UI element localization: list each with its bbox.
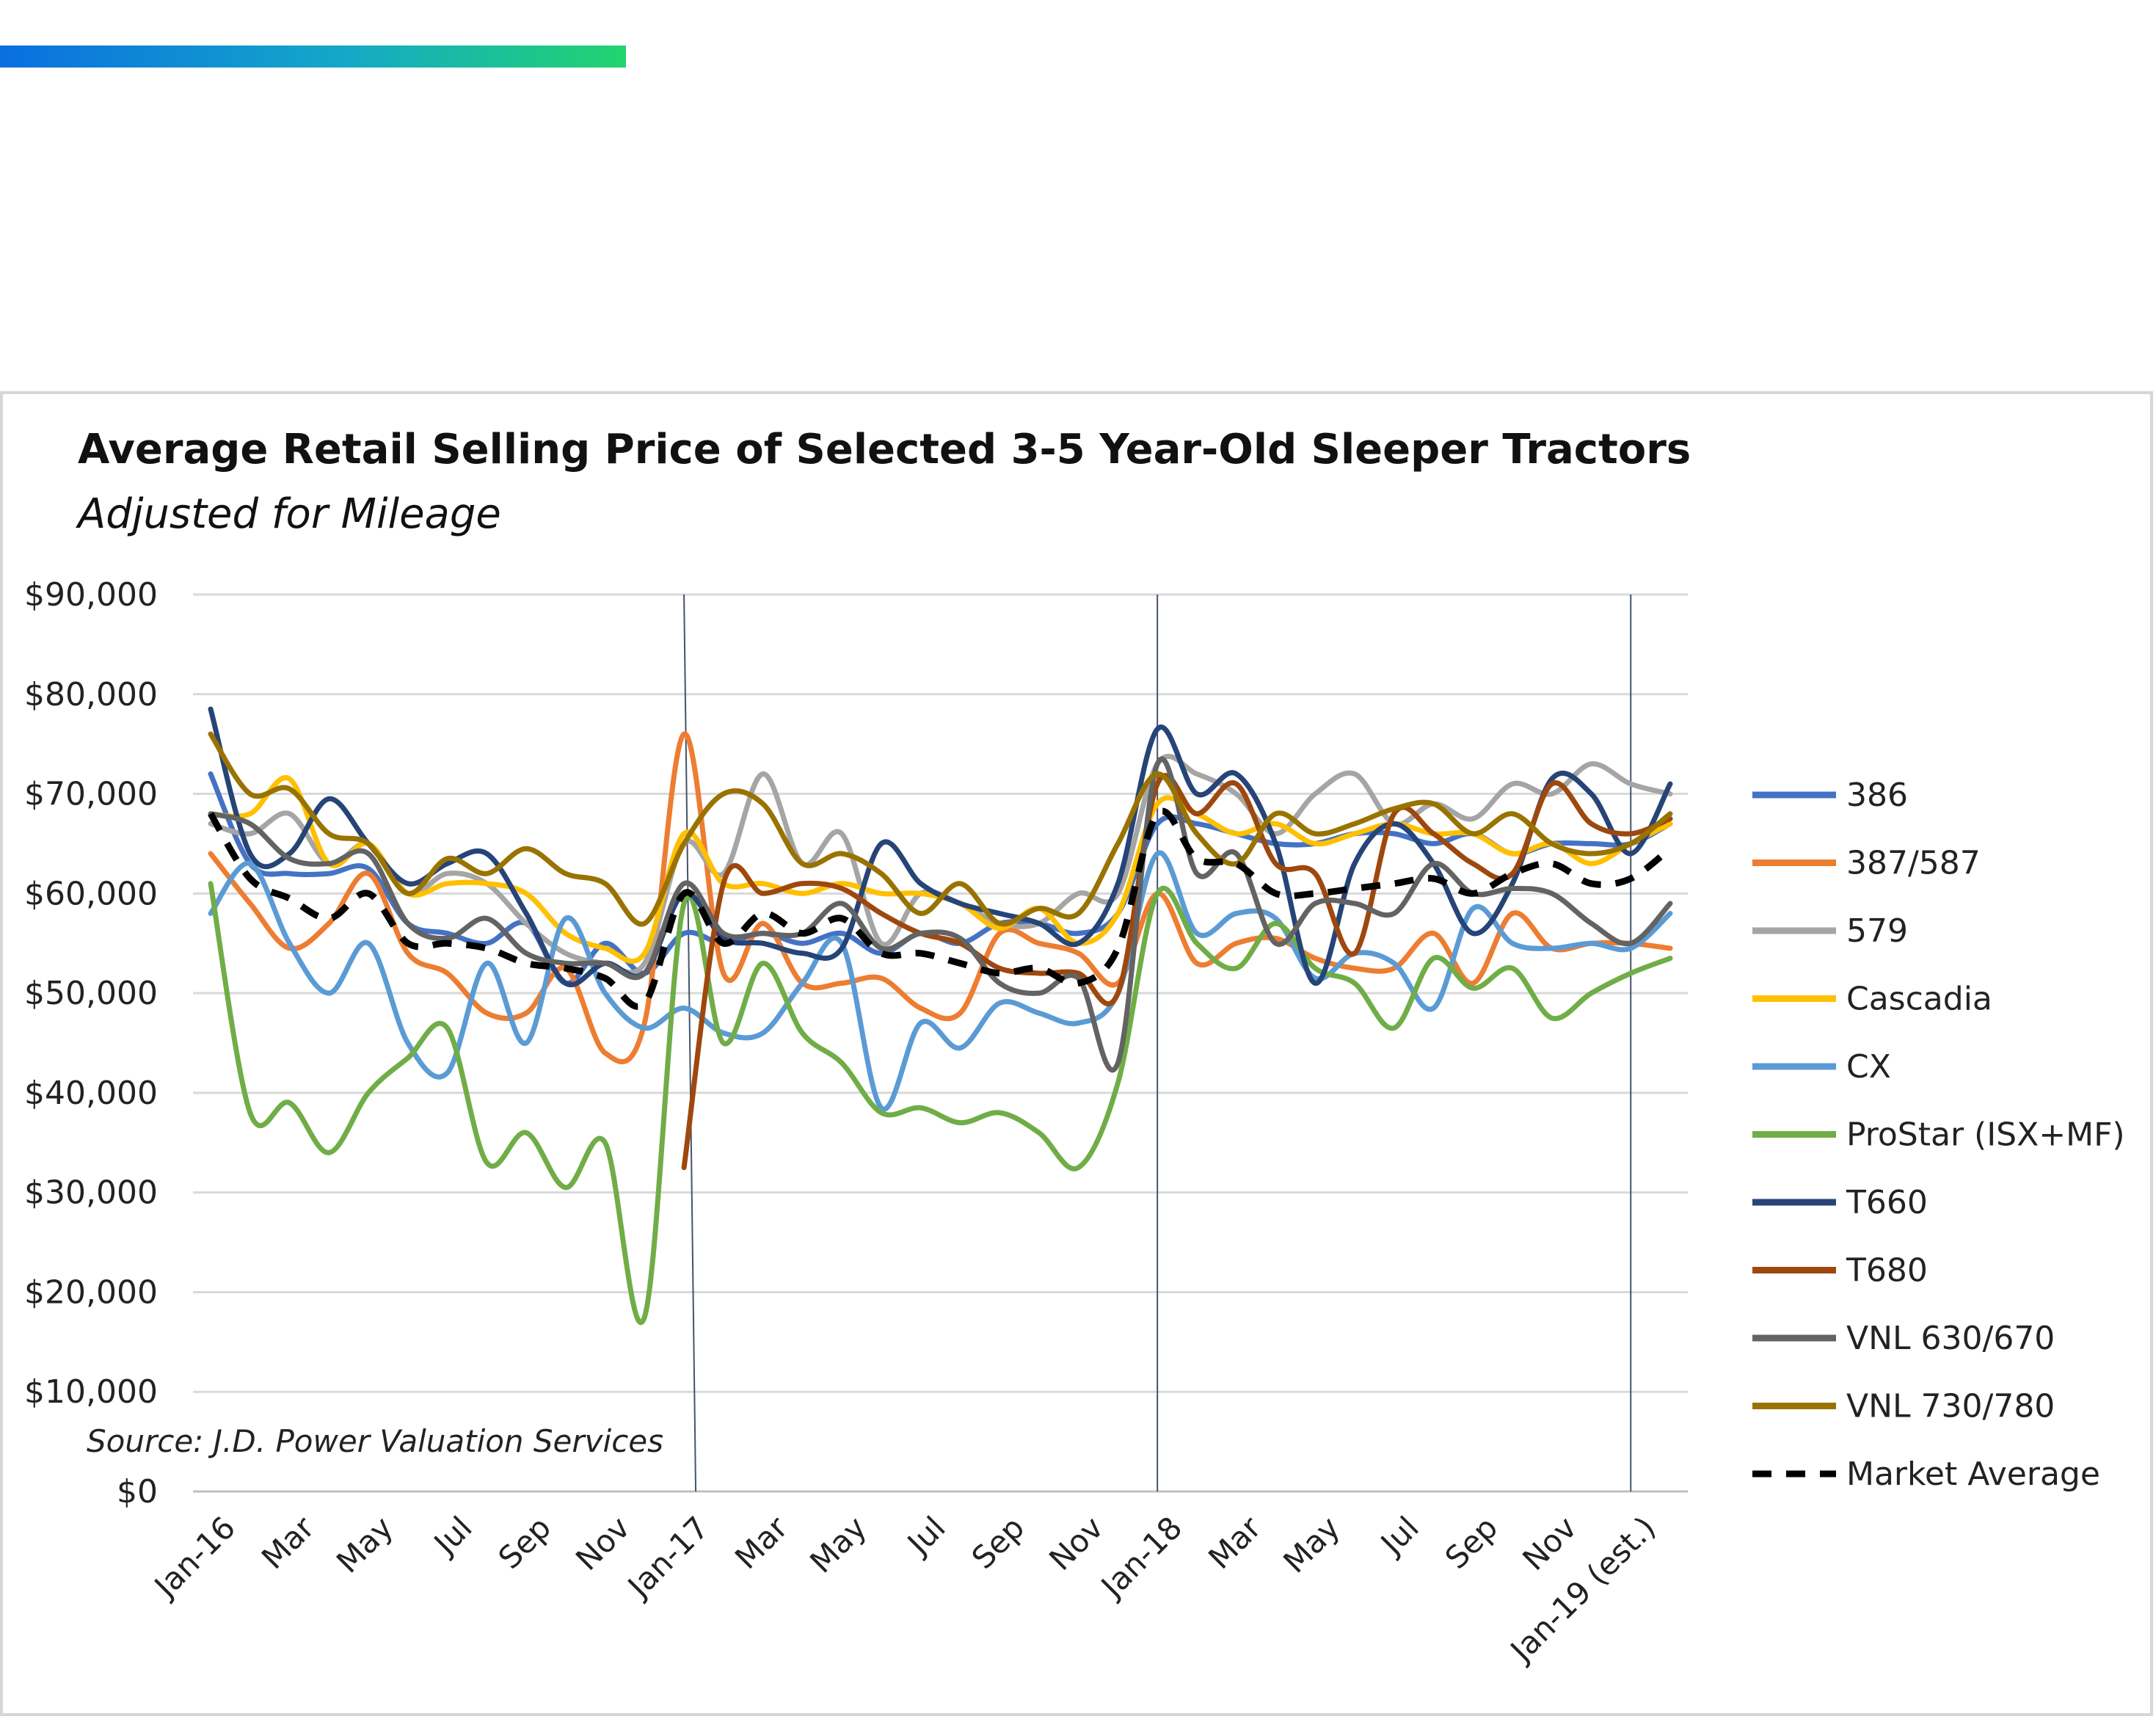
x-tick-label: Nov	[1042, 1509, 1110, 1577]
legend-label: ProStar (ISX+MF)	[1846, 1116, 2125, 1154]
y-tick-label: $60,000	[24, 875, 158, 912]
x-tick-label: Jan-17	[619, 1509, 715, 1605]
source-note: Source: J.D. Power Valuation Services	[87, 1423, 663, 1459]
chart-title: Average Retail Selling Price of Selected…	[78, 426, 1691, 473]
legend-label: 387/587	[1846, 845, 1981, 882]
x-tick-label: Sep	[1438, 1509, 1505, 1576]
y-tick-label: $50,000	[24, 975, 158, 1012]
y-tick-label: $80,000	[24, 676, 158, 713]
y-tick-label: $10,000	[24, 1373, 158, 1411]
series-line-vnl-630-670	[208, 756, 1673, 1073]
x-tick-label: Jan-18	[1093, 1509, 1189, 1605]
legend-label: Cascadia	[1846, 981, 1992, 1018]
x-tick-label: Mar	[255, 1509, 321, 1576]
x-tick-label: Jul	[1372, 1509, 1426, 1563]
x-tick-label: Sep	[492, 1509, 558, 1576]
chart-subtitle: Adjusted for Mileage	[78, 490, 501, 538]
y-tick-label: $90,000	[24, 576, 158, 614]
chart-frame	[0, 391, 2153, 1716]
accent-bar	[0, 46, 626, 68]
y-tick-label: $0	[117, 1473, 158, 1511]
year-marker-line	[683, 594, 697, 1492]
x-tick-label: May	[1276, 1509, 1347, 1580]
y-tick-label: $40,000	[24, 1075, 158, 1112]
legend-label: VNL 630/670	[1846, 1320, 2055, 1357]
series-line-387-587	[208, 731, 1673, 1065]
legend-label: 579	[1846, 912, 1908, 950]
legend-label: T680	[1846, 1252, 1928, 1290]
x-tick-label: Nov	[1515, 1509, 1584, 1577]
series-line-cx	[208, 850, 1673, 1112]
x-tick-label: May	[803, 1509, 873, 1580]
x-tick-label: Jan-16	[146, 1509, 242, 1605]
series-line-market-average	[208, 807, 1672, 1010]
x-tick-label: Mar	[1201, 1509, 1268, 1576]
y-tick-label: $70,000	[24, 776, 158, 813]
legend-label: T660	[1846, 1184, 1928, 1221]
series-line-vnl-730-780	[208, 731, 1673, 927]
legend-label: CX	[1846, 1048, 1891, 1086]
legend-label: Market Average	[1846, 1455, 2100, 1493]
x-tick-label: Mar	[728, 1509, 795, 1576]
series-line-prostar-isx-mf	[208, 881, 1673, 1326]
x-tick-label: Jul	[899, 1509, 953, 1563]
legend-label: VNL 730/780	[1846, 1388, 2055, 1425]
legend-label: 386	[1846, 777, 1908, 814]
x-tick-label: Jan-19 (est.)	[1502, 1509, 1663, 1670]
x-tick-label: May	[329, 1509, 400, 1580]
x-tick-label: Jul	[426, 1509, 479, 1563]
y-tick-label: $20,000	[24, 1273, 158, 1311]
x-tick-label: Sep	[965, 1509, 1032, 1576]
x-tick-label: Nov	[569, 1509, 637, 1577]
y-tick-label: $30,000	[24, 1174, 158, 1212]
